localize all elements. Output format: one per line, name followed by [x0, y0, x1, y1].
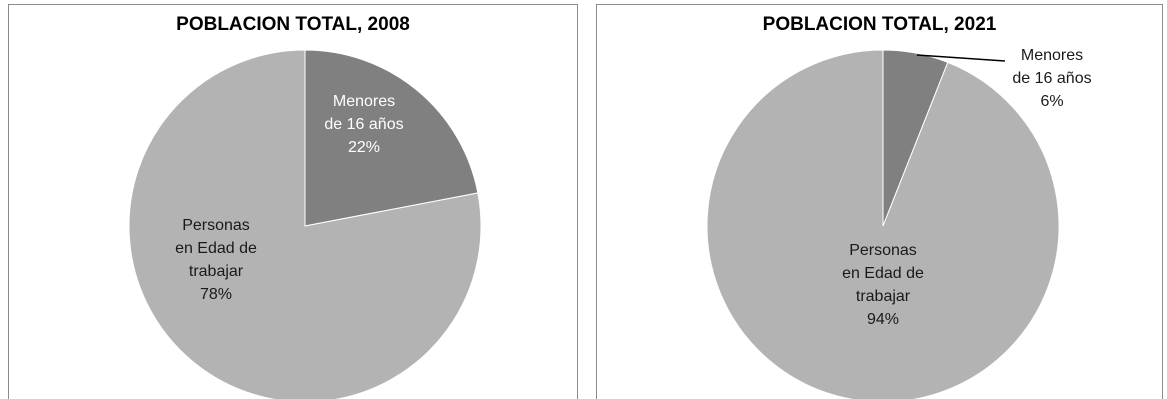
- chart-title: POBLACION TOTAL, 2021: [762, 14, 997, 35]
- chart-title: POBLACION TOTAL, 2008: [176, 14, 410, 35]
- pie-slice-personas-edad-trabajar: [706, 49, 1060, 399]
- slice-name-label: en Edad de: [842, 265, 924, 282]
- slice-name-label: de 16 años: [324, 116, 403, 133]
- slice-name-label: Menores: [333, 93, 395, 110]
- slice-data-label: Menores de 16 años 6%: [1012, 47, 1091, 110]
- pie-chart-canvas: Menores de 16 años 6% Personas en Edad de tra…: [706, 47, 1092, 399]
- slice-name-label: de 16 años: [1012, 70, 1091, 87]
- slice-data-label: Personas en Edad de trabajar 94%: [842, 242, 924, 328]
- pie-chart-2021: POBLACION TOTAL, 2021 Menores de 16 años 6…: [596, 4, 1163, 399]
- pie-chart-canvas: Menores de 16 años 22% Personas en Edad de tr…: [128, 49, 482, 399]
- slice-percent-label: 94%: [867, 311, 899, 328]
- slice-name-label: trabajar: [189, 263, 244, 280]
- slice-percent-label: 6%: [1040, 93, 1063, 110]
- slice-name-label: Menores: [1021, 47, 1083, 64]
- pie-chart-2008: POBLACION TOTAL, 2008 Menores de 16 años 2…: [8, 4, 578, 399]
- pie-slice-menores: [304, 49, 479, 227]
- slice-percent-label: 78%: [200, 286, 232, 303]
- label-leader-line: [916, 54, 1006, 62]
- slice-name-label: Personas: [849, 242, 917, 259]
- slice-name-label: Personas: [182, 217, 250, 234]
- pie-slice-personas-edad-trabajar: [128, 49, 482, 399]
- slice-percent-label: 22%: [348, 139, 380, 156]
- slice-data-label: Menores de 16 años 22%: [324, 93, 403, 156]
- slice-data-label: Personas en Edad de trabajar 78%: [175, 217, 257, 303]
- slice-name-label: trabajar: [856, 288, 911, 305]
- slice-name-label: en Edad de: [175, 240, 257, 257]
